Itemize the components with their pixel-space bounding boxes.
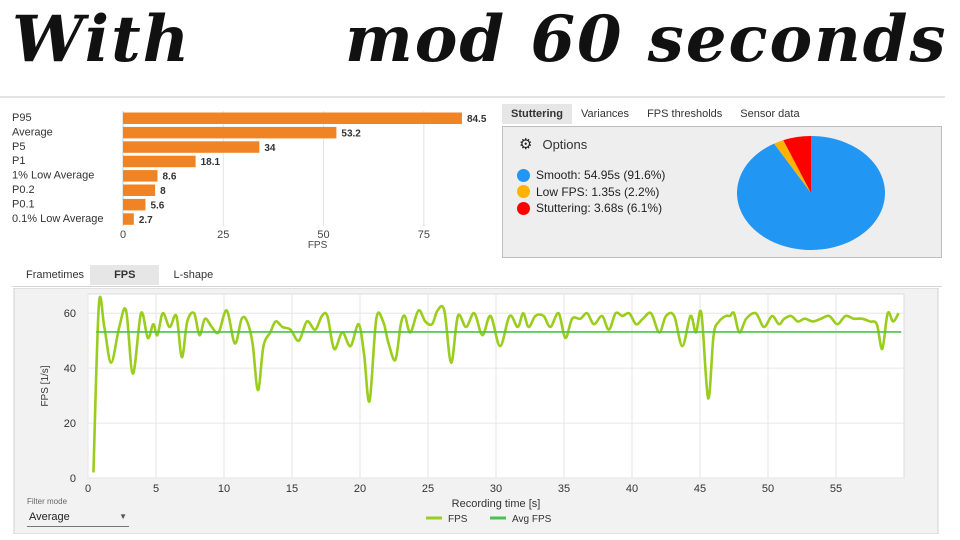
line-x-tick-label: 45 — [694, 483, 706, 495]
legend-item-low-fps: Low FPS: 1.35s (2.2%) — [517, 184, 665, 201]
bar-value-label: 2.7 — [139, 215, 153, 226]
bar-value-label: 5.6 — [150, 200, 164, 211]
smooth-color-dot — [517, 168, 530, 182]
stuttering-legend: Smooth: 54.95s (91.6%) Low FPS: 1.35s (2… — [517, 167, 665, 217]
line-y-axis-title: FPS [1/s] — [40, 365, 51, 406]
bar — [123, 198, 146, 211]
low-fps-color-dot — [517, 185, 530, 199]
stuttering-color-dot — [517, 201, 530, 215]
filter-mode-control: Filter mode Average ▼ — [27, 497, 129, 527]
line-y-tick-label: 20 — [64, 418, 76, 430]
line-x-tick-label: 25 — [422, 483, 434, 495]
tab-stuttering[interactable]: Stuttering — [502, 104, 572, 124]
bar-category-label: P95 — [12, 112, 32, 124]
bar-category-label: P1 — [12, 155, 25, 167]
chart-tab-bar: Frametimes FPS L-shape — [20, 265, 227, 285]
line-x-axis-title: Recording time [s] — [452, 498, 541, 510]
line-y-tick-label: 60 — [64, 308, 76, 320]
line-x-tick-label: 20 — [354, 483, 366, 495]
bar — [123, 112, 462, 124]
legend-label-smooth: Smooth: 54.95s (91.6%) — [536, 168, 666, 183]
legend-item-smooth: Smooth: 54.95s (91.6%) — [517, 167, 665, 184]
bar-value-label: 53.2 — [341, 128, 361, 139]
legend-avg-fps-label: Avg FPS — [512, 514, 552, 525]
line-x-tick-label: 35 — [558, 483, 570, 495]
fps-percentile-panel: 0 25 50 75 P95 84.5 Average 53.2 P5 34 P1 18.1 1% Lo… — [8, 104, 492, 256]
stuttering-content: ⚙ Options Smooth: 54.95s (91.6%) Low FPS… — [502, 126, 942, 258]
options-label: Options — [542, 136, 588, 152]
bar-x-tick-label: 75 — [418, 229, 430, 241]
bar-x-tick-label: 0 — [120, 229, 126, 241]
bar-value-label: 34 — [264, 143, 276, 154]
bar-category-label: 0.1% Low Average — [12, 213, 104, 225]
bar-value-label: 8 — [160, 186, 166, 197]
gear-icon: ⚙ — [519, 136, 533, 153]
stuttering-panel: Stuttering Variances FPS thresholds Sens… — [500, 104, 946, 258]
options-button[interactable]: ⚙ Options — [519, 135, 587, 153]
line-y-tick-label: 40 — [64, 363, 76, 375]
title-banner: With mod 60 seconds — [0, 0, 960, 96]
bar-x-axis-title: FPS — [308, 240, 328, 251]
legend-label-stuttering: Stuttering: 3.68s (6.1%) — [536, 201, 663, 216]
bar-value-label: 84.5 — [467, 114, 487, 125]
filter-mode-value: Average — [29, 511, 70, 523]
bar — [123, 126, 337, 139]
divider — [12, 286, 942, 287]
banner-title-left: With — [12, 2, 192, 77]
line-x-tick-label: 30 — [490, 483, 502, 495]
line-x-tick-label: 10 — [218, 483, 230, 495]
tab-l-shape[interactable]: L-shape — [173, 269, 214, 281]
bar — [123, 170, 158, 182]
analysis-tab-bar: Stuttering Variances FPS thresholds Sens… — [502, 104, 809, 124]
chevron-down-icon: ▼ — [119, 512, 127, 521]
legend-fps-label: FPS — [448, 514, 468, 525]
bar-category-label: P0.2 — [12, 184, 35, 196]
legend-item-stuttering: Stuttering: 3.68s (6.1%) — [517, 200, 665, 217]
fps-chart-panel: Frametimes FPS L-shape 0 5 10 15 20 25 30 35 40 4… — [6, 262, 942, 536]
filter-mode-dropdown[interactable]: Average ▼ — [27, 509, 129, 527]
bar-x-tick-label: 50 — [317, 229, 329, 241]
line-x-tick-label: 15 — [286, 483, 298, 495]
fps-percentile-bar-chart: 0 25 50 75 P95 84.5 Average 53.2 P5 34 P1 18.1 1% Lo… — [12, 111, 487, 251]
tab-fps[interactable]: FPS — [90, 265, 160, 285]
bar-category-label: P5 — [12, 141, 25, 153]
bar-category-label: 1% Low Average — [12, 170, 94, 182]
banner-title-right: mod 60 seconds — [345, 2, 948, 77]
legend-label-low-fps: Low FPS: 1.35s (2.2%) — [536, 184, 660, 199]
filter-mode-label: Filter mode — [27, 497, 68, 506]
tab-frametimes[interactable]: Frametimes — [26, 269, 85, 281]
bar-value-label: 18.1 — [201, 157, 221, 168]
line-x-tick-label: 55 — [830, 483, 842, 495]
bar-category-label: Average — [12, 126, 53, 138]
pie-slice — [783, 136, 811, 193]
bar-value-label: 8.6 — [162, 172, 176, 183]
bar-category-label: P0.1 — [12, 198, 35, 210]
bar — [123, 141, 260, 153]
bar — [123, 213, 134, 225]
tab-variances[interactable]: Variances — [580, 108, 630, 120]
line-x-tick-label: 40 — [626, 483, 638, 495]
fps-line-chart: 0 5 10 15 20 25 30 35 40 45 50 55 0 20 40 60 FPS [1/s] Re… — [13, 288, 939, 534]
bar — [123, 155, 196, 168]
tab-sensor-data[interactable]: Sensor data — [740, 108, 800, 120]
bar-x-tick-label: 25 — [217, 229, 229, 241]
line-x-tick-label: 50 — [762, 483, 774, 495]
stuttering-pie-chart — [737, 136, 885, 250]
line-y-tick-label: 0 — [70, 473, 76, 485]
pie-slice — [774, 140, 811, 193]
line-x-tick-label: 0 — [85, 483, 91, 495]
fps-series-line — [92, 295, 900, 473]
divider — [0, 96, 945, 98]
bar — [123, 184, 156, 196]
tab-fps-thresholds[interactable]: FPS thresholds — [647, 108, 723, 120]
line-x-tick-label: 5 — [153, 483, 159, 495]
